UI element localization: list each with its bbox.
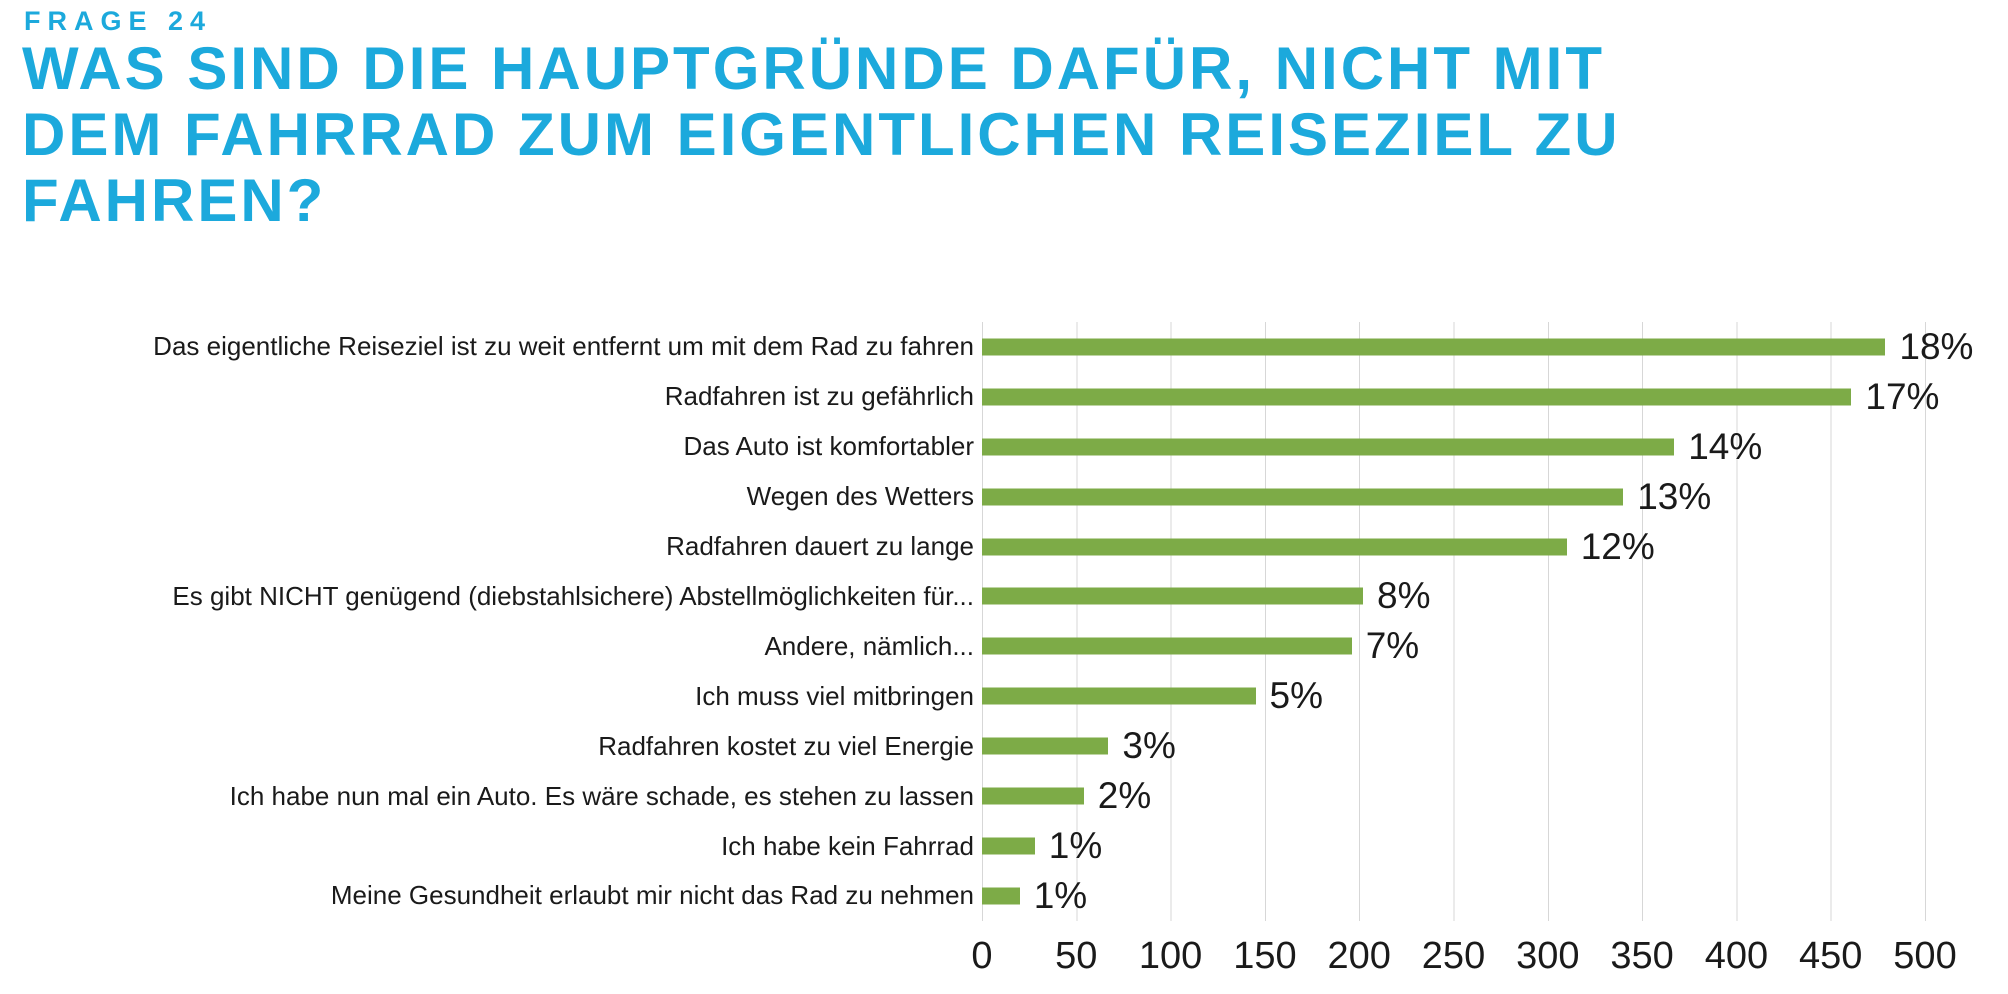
bar bbox=[982, 887, 1020, 905]
bar-track: 17% bbox=[982, 372, 2008, 422]
x-axis-tick: 500 bbox=[1893, 935, 1957, 977]
bar-row: Ich habe nun mal ein Auto. Es wäre schad… bbox=[0, 771, 2008, 821]
page-title-line-2: DEM FAHRRAD ZUM EIGENTLICHEN REISEZIEL Z… bbox=[22, 101, 1621, 168]
page-title: WAS SIND DIE HAUPTGRÜNDE DAFÜR, NICHT MI… bbox=[22, 36, 1621, 234]
chart-rows: Das eigentliche Reiseziel ist zu weit en… bbox=[0, 322, 2008, 921]
x-axis-tick: 400 bbox=[1704, 935, 1769, 977]
value-label: 1% bbox=[1048, 825, 1103, 867]
bar-row: Andere, nämlich... 7% bbox=[0, 621, 2008, 671]
bar-track: 8% bbox=[982, 572, 2008, 622]
category-label: Wegen des Wetters bbox=[746, 481, 974, 512]
value-label: 14% bbox=[1688, 425, 1763, 467]
bar-track: 2% bbox=[982, 771, 2008, 821]
gridlines bbox=[982, 322, 1926, 921]
bar-track: 12% bbox=[982, 522, 2008, 572]
value-label: 8% bbox=[1377, 575, 1431, 617]
category-label: Ich muss viel mitbringen bbox=[695, 680, 974, 711]
category-label: Ich habe nun mal ein Auto. Es wäre schad… bbox=[229, 780, 974, 811]
category-label: Radfahren dauert zu lange bbox=[666, 531, 974, 562]
bar-track: 13% bbox=[982, 472, 2008, 522]
bar-track: 7% bbox=[982, 621, 2008, 671]
page-title-line-3: FAHREN? bbox=[22, 167, 327, 234]
x-axis-tick: 350 bbox=[1610, 935, 1674, 977]
category-label: Radfahren kostet zu viel Energie bbox=[598, 730, 974, 761]
value-label: 7% bbox=[1365, 625, 1420, 667]
value-label: 5% bbox=[1269, 675, 1323, 717]
value-label: 1% bbox=[1033, 874, 1088, 916]
bar-track: 5% bbox=[982, 671, 2008, 721]
x-axis-tick: 150 bbox=[1233, 935, 1297, 977]
bar bbox=[982, 388, 1852, 406]
x-axis-tick: 450 bbox=[1798, 935, 1863, 977]
x-axis-tick: 250 bbox=[1421, 935, 1486, 977]
value-label: 12% bbox=[1580, 525, 1655, 567]
category-label: Meine Gesundheit erlaubt mir nicht das R… bbox=[330, 880, 974, 911]
bar bbox=[982, 587, 1363, 605]
bar-row: Ich muss viel mitbringen 5% bbox=[0, 671, 2008, 721]
bar-track: 1% bbox=[982, 821, 2008, 871]
category-label: Das Auto ist komfortabler bbox=[683, 431, 974, 462]
bar-track: 18% bbox=[982, 322, 2008, 372]
x-axis-tick: 50 bbox=[1055, 935, 1098, 977]
bar bbox=[982, 787, 1084, 805]
bar bbox=[982, 637, 1352, 655]
x-axis-tick: 200 bbox=[1327, 935, 1391, 977]
question-number: FRAGE 24 bbox=[24, 6, 213, 36]
bar bbox=[982, 438, 1675, 456]
category-label: Das eigentliche Reiseziel ist zu weit en… bbox=[153, 331, 974, 362]
bar-track: 14% bbox=[982, 422, 2008, 472]
x-axis: 0 50 100 150 200 250 300 350 400 450 500 bbox=[971, 930, 1956, 982]
category-label: Andere, nämlich... bbox=[764, 630, 974, 661]
bar-track: 3% bbox=[982, 721, 2008, 771]
category-label: Es gibt NICHT genügend (diebstahlsichere… bbox=[172, 580, 974, 611]
value-label: 2% bbox=[1097, 775, 1152, 817]
bar bbox=[982, 687, 1256, 705]
bar-row: Das Auto ist komfortabler 14% bbox=[0, 422, 2008, 472]
x-axis-tick: 100 bbox=[1138, 935, 1203, 977]
bar-row: Es gibt NICHT genügend (diebstahlsichere… bbox=[0, 572, 2008, 622]
category-label: Radfahren ist zu gefährlich bbox=[664, 381, 974, 412]
bar-row: Radfahren kostet zu viel Energie 3% bbox=[0, 721, 2008, 771]
bar-track: 1% bbox=[982, 871, 2008, 921]
bar-chart: Das eigentliche Reiseziel ist zu weit en… bbox=[0, 322, 2008, 994]
bar bbox=[982, 538, 1567, 556]
bar bbox=[982, 837, 1035, 855]
x-axis-tick: 0 bbox=[971, 935, 993, 977]
value-label: 18% bbox=[1899, 325, 1974, 367]
value-label: 17% bbox=[1865, 375, 1940, 417]
bar bbox=[982, 488, 1624, 506]
category-label: Ich habe kein Fahrrad bbox=[721, 830, 974, 861]
x-axis-tick: 300 bbox=[1516, 935, 1580, 977]
bar-row: Radfahren ist zu gefährlich 17% bbox=[0, 372, 2008, 422]
bar-row: Das eigentliche Reiseziel ist zu weit en… bbox=[0, 322, 2008, 372]
bar-row: Wegen des Wetters 13% bbox=[0, 472, 2008, 522]
page-title-line-1: WAS SIND DIE HAUPTGRÜNDE DAFÜR, NICHT MI… bbox=[22, 35, 1605, 102]
bar-row: Radfahren dauert zu lange 12% bbox=[0, 522, 2008, 572]
value-label: 13% bbox=[1637, 475, 1712, 517]
value-label: 3% bbox=[1122, 725, 1176, 767]
bar-row: Meine Gesundheit erlaubt mir nicht das R… bbox=[0, 871, 2008, 921]
bar-row: Ich habe kein Fahrrad 1% bbox=[0, 821, 2008, 871]
bar bbox=[982, 338, 1886, 356]
bar bbox=[982, 737, 1109, 755]
